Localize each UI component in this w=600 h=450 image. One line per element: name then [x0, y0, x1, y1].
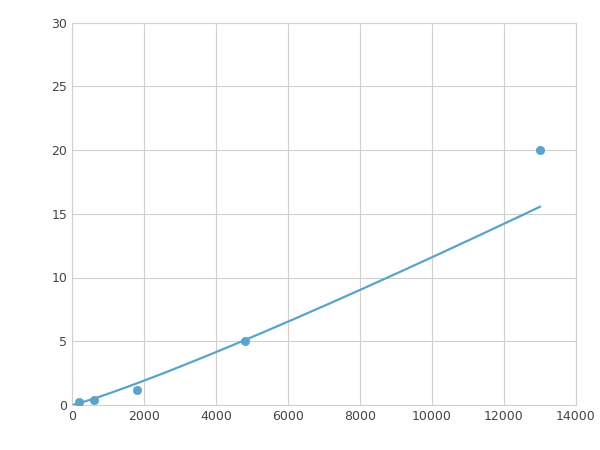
Point	[74, 399, 84, 406]
Point	[535, 146, 545, 153]
Point	[240, 338, 250, 345]
Point	[89, 396, 98, 404]
Point	[132, 386, 142, 393]
